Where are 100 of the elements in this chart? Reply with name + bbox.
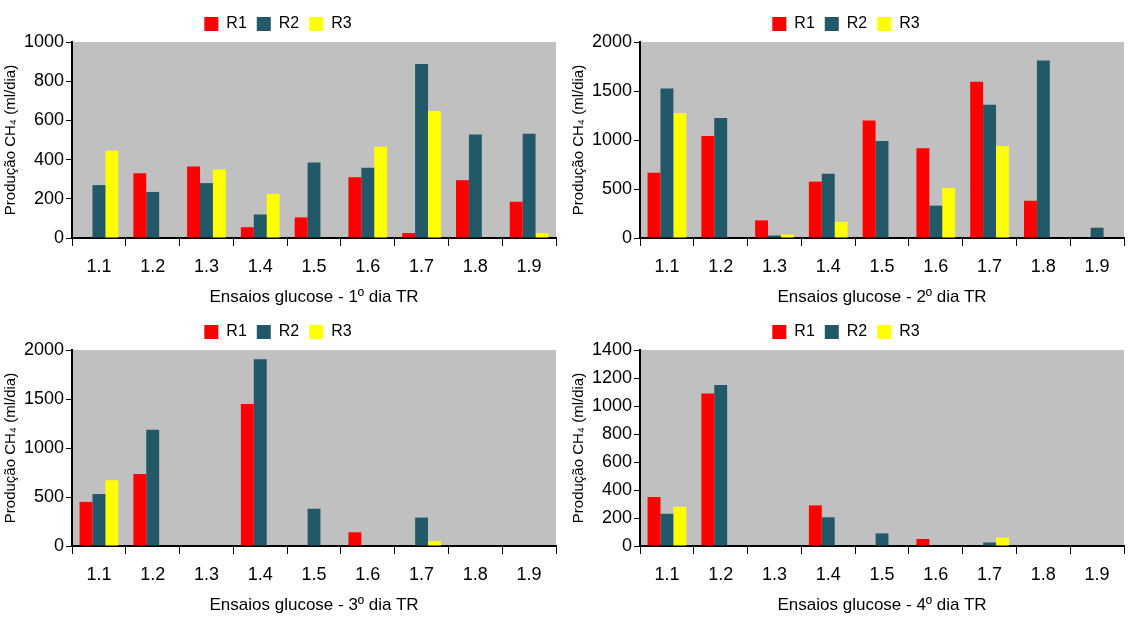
x-tick-label: 1.6 — [923, 563, 949, 584]
bar — [133, 173, 147, 238]
y-tick-label: 500 — [602, 177, 633, 198]
bar — [240, 227, 254, 238]
bar — [983, 542, 997, 546]
bar — [714, 385, 728, 546]
y-tick-label: 0 — [54, 534, 65, 555]
x-tick-label: 1.5 — [869, 255, 895, 276]
bar — [535, 233, 549, 238]
x-tick-label: 1.7 — [977, 255, 1003, 276]
y-tick-label: 1000 — [24, 30, 65, 51]
bar — [996, 145, 1009, 238]
x-tick-label: 1.8 — [1030, 255, 1056, 276]
x-tick-label: 1.2 — [708, 255, 734, 276]
x-tick-label: 1.2 — [140, 255, 166, 276]
x-tick-label: 1.8 — [1030, 563, 1056, 584]
bar — [875, 140, 889, 238]
bar — [253, 359, 267, 546]
y-tick-label: 200 — [34, 187, 65, 208]
y-tick-label: 1200 — [592, 366, 633, 387]
bar — [428, 541, 441, 546]
x-tick-label: 1.6 — [355, 255, 381, 276]
x-tick-label: 1.9 — [516, 563, 542, 584]
bar — [105, 150, 119, 238]
x-tick-label: 1.3 — [193, 255, 219, 276]
legend-label: R2 — [278, 322, 300, 340]
bar — [780, 234, 794, 238]
y-tick-label: 2000 — [24, 338, 65, 359]
legend-label: R3 — [331, 322, 352, 340]
y-tick-label: 1000 — [592, 128, 633, 149]
bar — [1023, 200, 1037, 238]
y-tick-label: 200 — [602, 506, 633, 527]
x-tick-label: 1.8 — [462, 255, 488, 276]
bar — [808, 505, 822, 546]
y-tick-label: 0 — [622, 226, 633, 247]
x-tick-label: 1.4 — [815, 255, 841, 276]
x-tick-label: 1.4 — [247, 563, 273, 584]
legend-label: R1 — [794, 322, 815, 340]
x-tick-label: 1.1 — [86, 563, 112, 584]
bar — [240, 403, 254, 546]
bar — [755, 220, 769, 238]
y-tick-label: 800 — [34, 70, 65, 91]
y-tick-label: 800 — [602, 422, 633, 443]
bar — [294, 217, 308, 238]
legend-label: R3 — [899, 14, 920, 32]
y-axis-title: Produção CH₄ (ml/dia) — [1, 64, 19, 216]
bar — [673, 506, 687, 546]
bar — [522, 133, 536, 238]
bar — [146, 191, 160, 238]
bar — [200, 183, 213, 238]
x-tick-label: 1.3 — [761, 563, 787, 584]
x-axis-title: Ensaios glucose - 2º dia TR — [777, 287, 987, 307]
bar — [821, 517, 835, 546]
y-tick-label: 1000 — [24, 436, 65, 457]
bar — [79, 501, 93, 546]
bar — [1036, 60, 1050, 238]
x-tick-label: 1.6 — [355, 563, 381, 584]
bar — [253, 214, 267, 238]
y-tick-label: 2000 — [592, 30, 633, 51]
bar — [942, 188, 956, 238]
bar — [916, 539, 930, 546]
x-tick-label: 1.3 — [193, 563, 219, 584]
bar — [361, 167, 375, 238]
x-tick-label: 1.7 — [409, 255, 435, 276]
bar — [348, 177, 362, 238]
bar — [996, 537, 1009, 546]
bar — [875, 533, 889, 546]
x-tick-label: 1.7 — [409, 563, 435, 584]
y-tick-label: 1500 — [24, 387, 65, 408]
bar — [916, 148, 930, 238]
y-tick-label: 1500 — [592, 79, 633, 100]
bar — [455, 180, 469, 238]
y-tick-label: 500 — [34, 485, 65, 506]
bar — [266, 193, 280, 238]
bar — [834, 221, 848, 238]
bar — [402, 233, 416, 238]
x-tick-label: 1.9 — [1084, 255, 1110, 276]
legend-label: R3 — [899, 322, 920, 340]
y-axis-title: Produção CH₄ (ml/dia) — [569, 372, 587, 524]
bar — [970, 81, 984, 238]
x-tick-label: 1.4 — [247, 255, 273, 276]
x-tick-label: 1.9 — [1084, 563, 1110, 584]
x-tick-label: 1.8 — [462, 563, 488, 584]
bar — [307, 508, 321, 546]
bar — [808, 181, 822, 238]
x-tick-label: 1.1 — [654, 255, 680, 276]
bar — [374, 146, 388, 238]
y-tick-label: 1400 — [592, 338, 633, 359]
y-tick-label: 600 — [34, 109, 65, 130]
bar — [673, 113, 687, 238]
y-tick-label: 400 — [602, 478, 633, 499]
legend-label: R1 — [226, 322, 247, 340]
bar — [468, 134, 482, 238]
bar — [187, 166, 201, 238]
y-tick-label: 1000 — [592, 394, 633, 415]
bar — [862, 120, 876, 238]
x-tick-label: 1.2 — [708, 563, 734, 584]
legend-label: R1 — [794, 14, 815, 32]
y-tick-label: 0 — [54, 226, 65, 247]
bar — [133, 473, 147, 546]
